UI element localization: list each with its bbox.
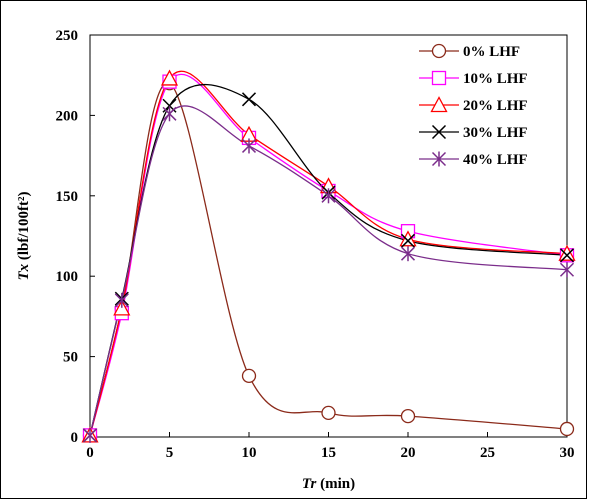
legend-label: 0% LHF: [463, 44, 520, 60]
marker-stroke: [431, 124, 447, 140]
legend-label: 40% LHF: [463, 152, 528, 168]
data-point: [160, 69, 179, 86]
marker-stroke: [559, 248, 575, 263]
y-tick-label: 50: [63, 350, 78, 366]
data-point: [400, 233, 416, 248]
y-tick-label: 0: [71, 430, 79, 446]
data-point: [241, 138, 257, 154]
legend: 0% LHF 10% LHF 20% LHF 30% LHF 40% LHF: [419, 43, 528, 168]
axes: [89, 34, 568, 438]
x-tick-label: 5: [166, 445, 174, 461]
x-tick-label: 25: [480, 445, 495, 461]
x-axis-title: Tr (min): [302, 476, 355, 492]
legend-label: 20% LHF: [463, 98, 528, 114]
data-point: [241, 92, 257, 107]
legend-marker: [431, 43, 447, 59]
data-point: [399, 230, 417, 247]
legend-marker: [430, 96, 448, 113]
legend-item-0: 0% LHF: [419, 43, 520, 60]
y-tick-label: 100: [56, 269, 79, 285]
x-tick-label: 15: [321, 445, 336, 461]
data-point: [321, 405, 336, 421]
legend-label: 10% LHF: [463, 71, 528, 87]
data-point: [400, 246, 416, 262]
x-tick-label: 30: [560, 445, 575, 461]
tick-labels: 0 5 10 15 20 25 30 0 50 100 150 200 250: [56, 28, 575, 461]
data-point: [321, 188, 336, 204]
data-point: [82, 427, 98, 443]
legend-marker: [431, 151, 447, 167]
marker-stroke: [241, 92, 257, 107]
legend-marker: [431, 70, 447, 86]
data-point: [114, 292, 129, 308]
data-point: [400, 408, 416, 424]
legend-item-1: 10% LHF: [419, 70, 528, 87]
data-point: [558, 244, 576, 261]
legend-label: 30% LHF: [463, 125, 528, 141]
data-point: [559, 421, 575, 437]
x-tick-label: 0: [86, 445, 94, 461]
data-point: [559, 262, 575, 278]
x-tick-label: 20: [401, 445, 416, 461]
data-point: [162, 106, 177, 122]
data-point: [559, 248, 575, 263]
legend-marker: [431, 124, 447, 140]
legend-item-3: 30% LHF: [419, 124, 528, 141]
legend-item-2: 20% LHF: [419, 96, 528, 114]
y-tick-label: 200: [56, 108, 79, 124]
data-point: [113, 299, 131, 316]
marker-stroke: [400, 233, 416, 248]
y-tick-label: 250: [56, 28, 79, 44]
legend-item-4: 40% LHF: [419, 151, 528, 168]
y-tick-label: 150: [56, 189, 79, 205]
series-markers-3: [82, 92, 575, 443]
series-markers: [81, 69, 576, 443]
series-markers-4: [82, 106, 575, 443]
y-axis-title: Tx (lbf/100ft²): [16, 191, 32, 280]
data-point: [241, 368, 257, 384]
x-tick-label: 10: [242, 445, 257, 461]
